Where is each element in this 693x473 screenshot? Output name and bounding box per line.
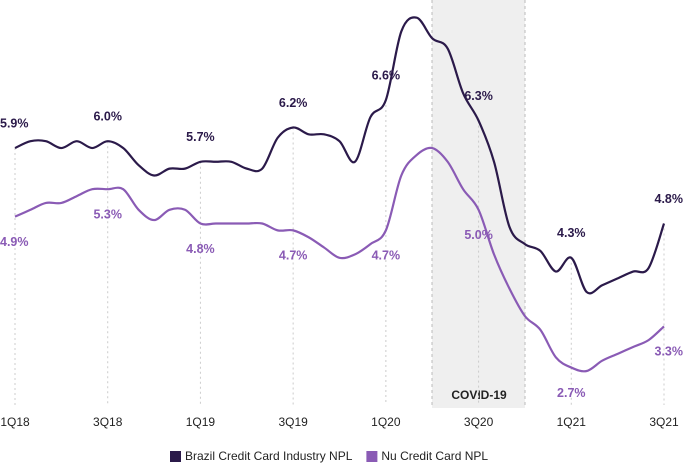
value-label: 4.7%	[372, 249, 401, 263]
x-tick-label: 1Q18	[0, 415, 30, 429]
x-tick-label: 3Q19	[278, 415, 308, 429]
value-label: 6.2%	[279, 96, 308, 110]
value-label: 4.9%	[0, 235, 29, 249]
value-label: 4.8%	[186, 242, 215, 256]
line	[14, 146, 665, 373]
covid-label: COVID-19	[451, 388, 507, 402]
x-tick-label: 1Q20	[371, 415, 401, 429]
value-label: 4.8%	[655, 192, 684, 206]
value-label: 4.3%	[557, 226, 586, 240]
value-label: 3.3%	[655, 345, 684, 359]
x-tick-label: 1Q19	[186, 415, 216, 429]
line	[14, 16, 666, 295]
value-label: 5.0%	[464, 228, 493, 242]
value-label: 5.7%	[186, 130, 215, 144]
x-tick-label: 3Q21	[649, 415, 679, 429]
value-label: 6.0%	[93, 109, 122, 123]
value-label: 4.7%	[279, 249, 308, 263]
value-label: 5.9%	[0, 116, 29, 130]
x-tick-label: 3Q18	[93, 415, 123, 429]
value-label: 5.3%	[93, 208, 122, 222]
legend-label: Nu Credit Card NPL	[381, 449, 488, 463]
legend-label: Brazil Credit Card Industry NPL	[185, 449, 353, 463]
value-label: 6.6%	[372, 68, 401, 82]
x-tick-label: 3Q20	[464, 415, 494, 429]
value-label: 6.3%	[464, 89, 493, 103]
legend-swatch	[170, 451, 181, 462]
legend-swatch	[366, 451, 378, 462]
x-tick-label: 1Q21	[557, 415, 587, 429]
value-label: 2.7%	[557, 386, 586, 400]
covid-band	[432, 0, 525, 408]
